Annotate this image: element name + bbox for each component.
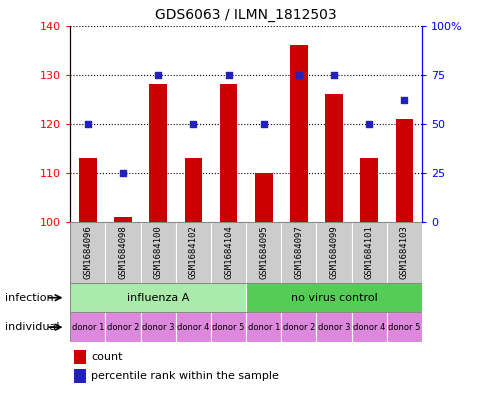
Text: donor 2: donor 2 [282, 323, 315, 332]
Text: GSM1684102: GSM1684102 [188, 226, 197, 279]
Point [119, 170, 127, 176]
Bar [281, 312, 316, 342]
Text: donor 1: donor 1 [247, 323, 279, 332]
Bar [105, 312, 140, 342]
Bar [386, 222, 421, 283]
Text: donor 4: donor 4 [352, 323, 385, 332]
Point [259, 121, 267, 127]
Text: infection: infection [5, 293, 53, 303]
Bar [175, 312, 211, 342]
Bar [74, 350, 86, 364]
Text: influenza A: influenza A [127, 293, 189, 303]
Bar [325, 94, 342, 222]
Text: GSM1684097: GSM1684097 [294, 226, 303, 279]
Point [330, 72, 337, 78]
Point [84, 121, 91, 127]
Title: GDS6063 / ILMN_1812503: GDS6063 / ILMN_1812503 [155, 8, 336, 22]
Bar [245, 283, 421, 312]
Bar [74, 369, 86, 383]
Text: GSM1684104: GSM1684104 [224, 226, 233, 279]
Bar [351, 222, 386, 283]
Text: no virus control: no virus control [290, 293, 377, 303]
Point [400, 97, 408, 103]
Bar [70, 312, 105, 342]
Text: donor 4: donor 4 [177, 323, 209, 332]
Text: GSM1684099: GSM1684099 [329, 226, 338, 279]
Bar [360, 158, 377, 222]
Bar [316, 312, 351, 342]
Point [364, 121, 372, 127]
Bar [140, 222, 175, 283]
Point [224, 72, 232, 78]
Bar [281, 222, 316, 283]
Bar [114, 217, 132, 222]
Text: individual: individual [5, 322, 59, 332]
Bar [386, 312, 421, 342]
Bar [211, 312, 245, 342]
Point [294, 72, 302, 78]
Text: count: count [91, 352, 122, 362]
Bar [175, 222, 211, 283]
Text: GSM1684101: GSM1684101 [364, 226, 373, 279]
Bar [395, 119, 412, 222]
Text: GSM1684103: GSM1684103 [399, 226, 408, 279]
Text: donor 5: donor 5 [387, 323, 420, 332]
Bar [245, 312, 281, 342]
Text: GSM1684098: GSM1684098 [118, 226, 127, 279]
Point [154, 72, 162, 78]
Bar [140, 312, 175, 342]
Bar [70, 222, 105, 283]
Bar [245, 222, 281, 283]
Bar [105, 222, 140, 283]
Text: donor 2: donor 2 [106, 323, 139, 332]
Text: GSM1684100: GSM1684100 [153, 226, 163, 279]
Text: GSM1684096: GSM1684096 [83, 226, 92, 279]
Bar [184, 158, 202, 222]
Bar [351, 312, 386, 342]
Bar [289, 45, 307, 222]
Text: donor 3: donor 3 [142, 323, 174, 332]
Bar [79, 158, 96, 222]
Bar [255, 173, 272, 222]
Bar [316, 222, 351, 283]
Text: percentile rank within the sample: percentile rank within the sample [91, 371, 279, 382]
Bar [211, 222, 245, 283]
Bar [149, 84, 166, 222]
Text: donor 3: donor 3 [317, 323, 349, 332]
Bar [70, 283, 245, 312]
Bar [219, 84, 237, 222]
Text: GSM1684095: GSM1684095 [258, 226, 268, 279]
Text: donor 1: donor 1 [72, 323, 104, 332]
Point [189, 121, 197, 127]
Text: donor 5: donor 5 [212, 323, 244, 332]
